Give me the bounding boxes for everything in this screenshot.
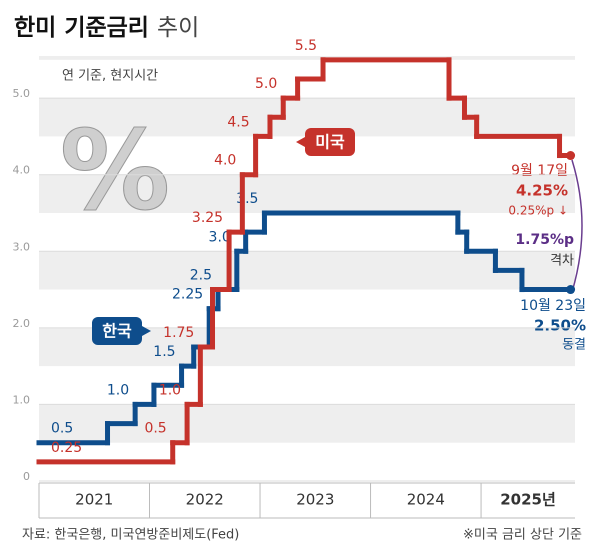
gap: 1.75%p xyxy=(515,232,574,248)
y-tick-label: 4.0 xyxy=(13,164,31,177)
end-marker xyxy=(566,151,576,161)
legend-pointer xyxy=(142,326,151,336)
kr-rate: 2.50% xyxy=(534,317,586,335)
x-tick-label: 2021 xyxy=(75,491,113,509)
subtitle: 연 기준, 현지시간 xyxy=(62,69,158,84)
legend-label: 한국 xyxy=(102,322,132,341)
y-tick-label: 0 xyxy=(23,470,30,483)
data-label: 4.0 xyxy=(214,153,236,169)
legend-badge xyxy=(92,317,142,345)
data-label: 5.5 xyxy=(295,38,317,54)
data-label: 4.5 xyxy=(227,114,249,130)
y-tick-label: 2.0 xyxy=(13,317,31,330)
grid-band xyxy=(39,56,575,60)
x-tick-label: 2023 xyxy=(296,491,334,509)
x-tick-label: 2024 xyxy=(407,491,445,509)
data-label: 3.5 xyxy=(236,191,258,207)
note: ※미국 금리 상단 기준 xyxy=(463,528,582,543)
y-tick-label: 5.0 xyxy=(13,87,31,100)
us-change: 0.25%p ↓ xyxy=(508,204,568,218)
data-label: 0.25 xyxy=(51,440,82,456)
data-label: 0.5 xyxy=(144,421,166,437)
us-rate: 4.25% xyxy=(516,182,568,200)
data-label: 0.5 xyxy=(51,421,73,437)
source: 자료: 한국은행, 미국연방준비제도(Fed) xyxy=(22,527,239,543)
title-main: 한미 기준금리 xyxy=(14,15,149,41)
x-tick-label: 2022 xyxy=(186,491,224,509)
data-label: 1.5 xyxy=(153,344,175,360)
kr-date: 10월 23일 xyxy=(520,298,586,314)
grid-band xyxy=(39,174,575,213)
gap-label: 격차 xyxy=(550,254,574,269)
end-marker xyxy=(566,285,576,295)
data-label: 1.0 xyxy=(107,382,129,398)
us-date: 9월 17일 xyxy=(511,163,568,179)
data-label: 3.0 xyxy=(209,229,231,245)
legend-label: 미국 xyxy=(315,133,345,152)
y-tick-label: 1.0 xyxy=(13,393,31,406)
data-label: 2.25 xyxy=(172,287,203,303)
x-tick-label: 2025년 xyxy=(500,491,556,509)
data-label: 2.5 xyxy=(190,268,212,284)
legend-badge xyxy=(305,128,355,156)
kr-status: 동결 xyxy=(562,338,586,353)
title-suffix: 추이 xyxy=(157,15,199,41)
data-label: 1.75 xyxy=(163,325,194,341)
percent-icon: % xyxy=(60,106,170,234)
chart-title: 한미 기준금리 추이 xyxy=(14,15,199,41)
gap-brace xyxy=(571,159,583,293)
legend-pointer xyxy=(296,137,305,147)
data-label: 5.0 xyxy=(255,76,277,92)
grid-band xyxy=(39,251,575,290)
data-label: 1.0 xyxy=(159,382,181,398)
y-tick-label: 3.0 xyxy=(13,240,31,253)
data-label: 3.25 xyxy=(192,210,223,226)
